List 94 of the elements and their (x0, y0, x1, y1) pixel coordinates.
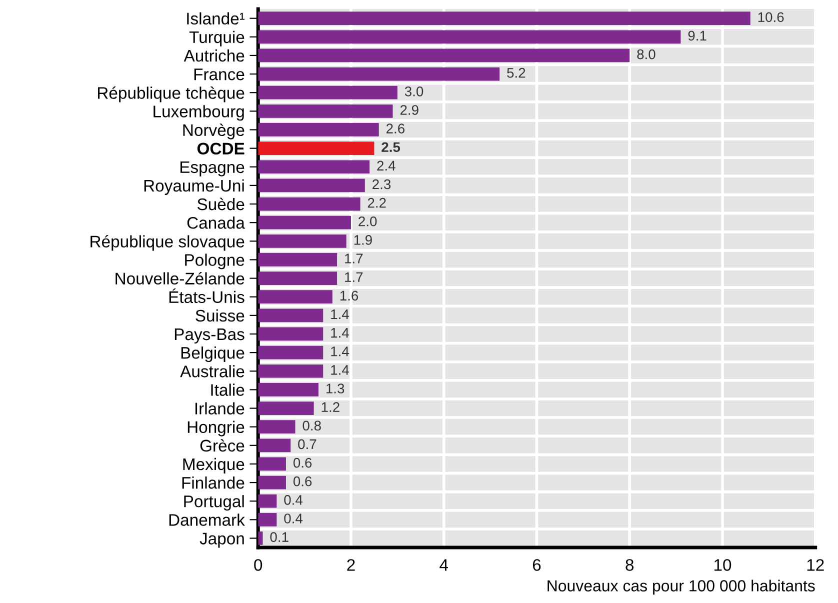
x-tick-label: 10 (714, 559, 732, 571)
x-tick-label: 4 (440, 559, 448, 571)
bar (258, 123, 379, 136)
y-tick-label: Suisse (196, 309, 244, 322)
data-label: 1.9 (354, 235, 372, 245)
data-label: 0.4 (284, 514, 303, 524)
data-label: 1.2 (322, 402, 340, 412)
bar (258, 512, 277, 526)
bar (258, 67, 500, 81)
data-label: 3.0 (404, 86, 424, 96)
data-label: 0.6 (293, 476, 312, 486)
bar (258, 494, 277, 508)
data-label: 0.8 (302, 420, 321, 431)
data-label: 2.3 (372, 179, 391, 190)
bar (258, 402, 314, 415)
data-label: 2.4 (377, 160, 396, 170)
data-label: 5.2 (507, 68, 526, 78)
y-tick-label: Islande¹ (187, 12, 245, 25)
y-tick-label: Hongrie (188, 420, 244, 436)
y-tick-label: Portugal (184, 495, 244, 511)
y-tick-label: Grèce (200, 439, 244, 452)
y-tick-label: Royaume-Uni (144, 179, 244, 195)
data-label: 8.0 (637, 49, 656, 60)
data-label: 2.5 (382, 142, 400, 152)
data-label: 2.2 (368, 198, 386, 208)
bar (258, 160, 370, 174)
data-label: 1.4 (331, 365, 349, 375)
y-tick-label: États-Unis (169, 288, 244, 304)
y-tick-label: Pays-Bas (174, 328, 244, 344)
data-label: 0.7 (298, 439, 316, 450)
bar (258, 346, 324, 360)
bar (258, 178, 365, 192)
data-label: 1.7 (345, 254, 363, 264)
bar (258, 327, 324, 341)
y-tick-label: Finlande (182, 476, 244, 489)
bar (258, 364, 324, 378)
y-tick-label: Nouvelle-Zélande (116, 272, 244, 284)
x-axis-title: Nouveaux cas pour 100 000 habitants (548, 580, 815, 595)
y-tick-label: République slovaque (90, 235, 244, 251)
bar (258, 12, 750, 26)
bar (258, 290, 332, 304)
data-label: 1.4 (331, 346, 349, 356)
data-label: 1.3 (326, 384, 344, 394)
bar (258, 216, 351, 230)
data-label: 0.6 (293, 458, 312, 468)
bar (258, 234, 346, 248)
data-label: 0.1 (270, 532, 288, 542)
y-tick-label: Autriche (184, 49, 244, 62)
data-label: 2.9 (400, 105, 418, 115)
y-tick-label: Mexique (183, 458, 244, 474)
y-tick-label: France (194, 68, 244, 80)
bar (258, 272, 338, 285)
y-tick-label: Irlande (195, 402, 244, 414)
data-label: 10.6 (758, 12, 784, 22)
x-tick-label: 0 (254, 559, 262, 571)
y-tick-label: Luxembourg (154, 105, 244, 121)
y-tick-label: Norvège (183, 124, 244, 140)
bar (258, 438, 291, 452)
bar (258, 30, 681, 44)
bar (258, 383, 318, 396)
y-tick-label: Italie (211, 384, 244, 396)
y-tick-label: Canada (187, 216, 245, 229)
y-tick-label: Espagne (180, 161, 244, 176)
bar (258, 457, 286, 471)
data-label: 1.4 (331, 309, 349, 320)
y-tick-label: Danemark (169, 514, 245, 526)
bar (258, 86, 398, 100)
data-label: 2.6 (386, 124, 404, 134)
x-tick-label: 12 (807, 559, 824, 571)
y-tick-label: Turquie (189, 30, 244, 46)
x-tick-label: 6 (532, 559, 541, 571)
y-tick-label: Pologne (185, 254, 244, 270)
bar (258, 253, 338, 266)
bar (258, 476, 286, 490)
data-label: 2.0 (358, 216, 377, 226)
x-tick-label: 8 (626, 559, 634, 571)
y-tick-label: République tchèque (98, 86, 244, 102)
x-tick-label: 2 (347, 559, 355, 571)
data-label: 9.1 (688, 30, 706, 41)
y-tick-label: Suède (197, 198, 244, 210)
data-label: 1.4 (331, 328, 349, 338)
bar (258, 142, 374, 155)
bar (258, 308, 324, 322)
data-label: 1.6 (340, 290, 358, 301)
data-label: 0.4 (284, 494, 303, 505)
y-tick-label: OCDE (197, 142, 244, 155)
bar (258, 104, 393, 118)
data-label: 1.7 (345, 272, 363, 282)
bar (258, 48, 630, 62)
bar (258, 420, 296, 434)
y-tick-label: Belgique (181, 346, 244, 362)
y-tick-label: Australie (180, 365, 244, 378)
y-tick-label: Japon (200, 532, 244, 548)
bar (258, 197, 360, 211)
